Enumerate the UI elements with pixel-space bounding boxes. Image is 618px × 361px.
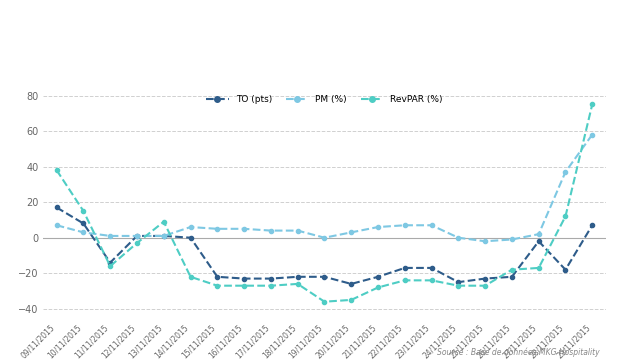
RevPAR (%) bbox=[588, 102, 596, 106]
TO (pts) bbox=[214, 275, 221, 279]
PM (%) bbox=[80, 230, 87, 235]
RevPAR (%) bbox=[401, 278, 408, 283]
RevPAR (%) bbox=[294, 282, 302, 286]
RevPAR (%) bbox=[187, 275, 194, 279]
PM (%) bbox=[214, 227, 221, 231]
RevPAR (%) bbox=[375, 285, 382, 290]
TO (pts) bbox=[187, 235, 194, 240]
TO (pts) bbox=[535, 239, 543, 243]
TO (pts) bbox=[294, 275, 302, 279]
PM (%) bbox=[562, 170, 569, 174]
TO (pts) bbox=[401, 266, 408, 270]
PM (%) bbox=[321, 235, 328, 240]
RevPAR (%) bbox=[562, 214, 569, 218]
PM (%) bbox=[267, 229, 274, 233]
PM (%) bbox=[428, 223, 435, 227]
RevPAR (%) bbox=[535, 266, 543, 270]
Text: VARIATION DES PERFORMANCES QUOTIDIENNES À PARIS - DU 9/11 AU 29/11 2015: VARIATION DES PERFORMANCES QUOTIDIENNES … bbox=[4, 21, 614, 34]
TO (pts) bbox=[133, 234, 141, 238]
TO (pts) bbox=[375, 275, 382, 279]
Line: RevPAR (%): RevPAR (%) bbox=[54, 102, 595, 304]
TO (pts) bbox=[588, 223, 596, 227]
Line: PM (%): PM (%) bbox=[54, 132, 595, 243]
TO (pts) bbox=[80, 221, 87, 226]
PM (%) bbox=[588, 132, 596, 137]
PM (%) bbox=[53, 223, 61, 227]
Legend: TO (pts), PM (%), RevPAR (%): TO (pts), PM (%), RevPAR (%) bbox=[203, 91, 446, 107]
PM (%) bbox=[375, 225, 382, 229]
PM (%) bbox=[160, 234, 167, 238]
TO (pts) bbox=[428, 266, 435, 270]
TO (pts) bbox=[562, 268, 569, 272]
RevPAR (%) bbox=[428, 278, 435, 283]
PM (%) bbox=[535, 232, 543, 236]
RevPAR (%) bbox=[508, 268, 515, 272]
PM (%) bbox=[240, 227, 248, 231]
RevPAR (%) bbox=[80, 209, 87, 213]
TO (pts) bbox=[240, 277, 248, 281]
RevPAR (%) bbox=[321, 300, 328, 304]
RevPAR (%) bbox=[214, 283, 221, 288]
TO (pts) bbox=[267, 277, 274, 281]
TO (pts) bbox=[347, 282, 355, 286]
PM (%) bbox=[187, 225, 194, 229]
PM (%) bbox=[481, 239, 489, 243]
Line: TO (pts): TO (pts) bbox=[54, 205, 595, 286]
RevPAR (%) bbox=[347, 298, 355, 302]
PM (%) bbox=[294, 229, 302, 233]
RevPAR (%) bbox=[240, 283, 248, 288]
TO (pts) bbox=[455, 280, 462, 284]
TO (pts) bbox=[321, 275, 328, 279]
PM (%) bbox=[106, 234, 114, 238]
RevPAR (%) bbox=[160, 219, 167, 224]
TO (pts) bbox=[508, 275, 515, 279]
RevPAR (%) bbox=[133, 241, 141, 245]
PM (%) bbox=[508, 237, 515, 242]
RevPAR (%) bbox=[53, 168, 61, 172]
TO (pts) bbox=[53, 205, 61, 210]
PM (%) bbox=[347, 230, 355, 235]
PM (%) bbox=[401, 223, 408, 227]
TO (pts) bbox=[481, 277, 489, 281]
TO (pts) bbox=[160, 234, 167, 238]
RevPAR (%) bbox=[267, 283, 274, 288]
Text: Source : Base de données MKG Hospitality: Source : Base de données MKG Hospitality bbox=[437, 348, 599, 357]
Text: (par rapport au même jour de semaine de l'année précédente): (par rapport au même jour de semaine de … bbox=[145, 54, 473, 65]
PM (%) bbox=[133, 234, 141, 238]
RevPAR (%) bbox=[106, 264, 114, 268]
PM (%) bbox=[455, 235, 462, 240]
TO (pts) bbox=[106, 260, 114, 265]
RevPAR (%) bbox=[481, 283, 489, 288]
RevPAR (%) bbox=[455, 283, 462, 288]
